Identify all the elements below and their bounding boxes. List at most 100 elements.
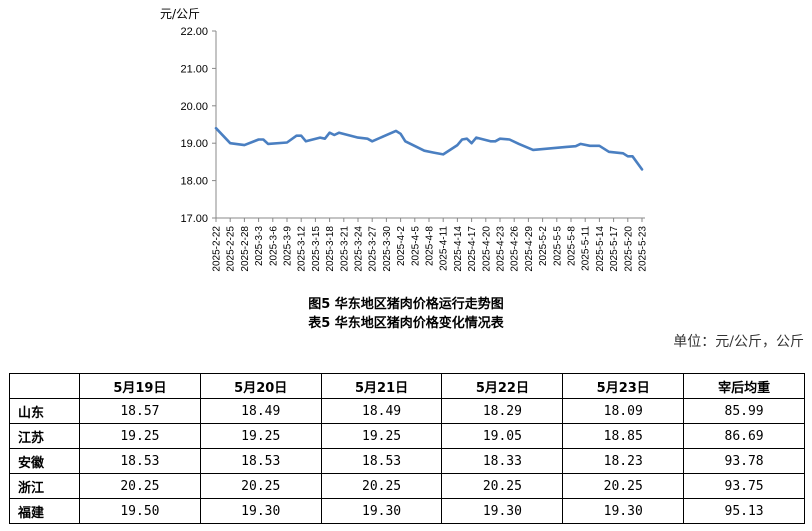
data-point (579, 143, 582, 145)
x-tick-label: 2025-3-18 (325, 226, 336, 272)
data-point (395, 130, 397, 132)
x-tick-label: 2025-3-27 (368, 226, 379, 272)
x-tick-label: 2025-3-9 (283, 226, 294, 266)
y-tick-label: 20.00 (180, 101, 208, 113)
data-point (489, 140, 492, 143)
value-cell: 19.25 (320, 423, 443, 449)
x-tick-label: 2025-3-21 (339, 226, 350, 272)
value-cell: 18.09 (562, 398, 685, 424)
y-tick-label: 17.00 (180, 213, 208, 225)
value-cell: 18.23 (562, 448, 685, 474)
data-point (456, 144, 459, 146)
data-point (324, 137, 326, 140)
value-cell: 19.30 (320, 498, 443, 524)
data-point (215, 127, 217, 129)
data-point (466, 137, 468, 140)
y-tick-label: 19.00 (180, 138, 208, 150)
x-axis: 2025-2-22 2025-2-25 2025-2-28 2025-3-3 2025-… (212, 217, 649, 272)
data-point (470, 142, 473, 144)
value-cell: 86.69 (683, 423, 805, 449)
table-row: 江苏 19.25 19.25 19.25 19.05 18.85 86.69 (9, 423, 805, 449)
value-cell: 18.53 (199, 448, 322, 474)
data-point (631, 155, 634, 158)
data-point (319, 136, 321, 139)
plot-area (214, 126, 644, 171)
y-tick-label: 22.00 (180, 26, 208, 38)
value-cell: 20.25 (79, 473, 201, 499)
x-tick-label: 2025-3-24 (354, 226, 365, 272)
value-cell: 85.99 (683, 398, 805, 424)
data-point (257, 138, 260, 141)
value-cell: 19.30 (199, 498, 322, 524)
table-row: 福建 19.50 19.30 19.30 19.30 19.30 95.13 (9, 498, 805, 524)
value-cell: 18.53 (320, 448, 443, 474)
header-cell-may21: 5月21日 (320, 373, 443, 399)
series-line (214, 126, 644, 171)
x-tick-label: 2025-3-30 (382, 226, 393, 272)
x-tick-label: 2025-4-29 (524, 226, 535, 272)
value-cell: 93.78 (683, 448, 805, 474)
data-point (574, 145, 577, 147)
header-cell-blank (9, 373, 80, 399)
province-cell: 江苏 (9, 423, 80, 449)
data-point (328, 131, 331, 134)
y-tick-label: 18.00 (180, 176, 208, 188)
data-point (423, 149, 426, 152)
value-cell: 18.57 (79, 398, 201, 424)
x-tick-label: 2025-2-22 (212, 226, 223, 272)
x-tick-label: 2025-5-8 (567, 226, 578, 266)
x-tick-label: 2025-4-14 (453, 226, 464, 272)
value-cell: 20.25 (562, 473, 685, 499)
header-cell-may19: 5月19日 (79, 373, 201, 399)
data-point (262, 138, 265, 141)
value-cell: 19.50 (79, 498, 201, 524)
table-row: 山东 18.57 18.49 18.49 18.29 18.09 85.99 (9, 398, 805, 424)
value-cell: 93.75 (683, 473, 805, 499)
x-tick-label: 2025-2-25 (226, 226, 237, 272)
data-point (565, 146, 568, 148)
province-cell: 山东 (9, 398, 80, 424)
x-tick-label: 2025-5-11 (581, 226, 592, 271)
data-point (508, 138, 511, 141)
value-cell: 19.25 (199, 423, 322, 449)
data-point (295, 134, 298, 137)
unit-note: 单位：元/公斤，公斤 (673, 334, 804, 350)
table-caption: 表5 华东地区猪肉价格变化情况表 (308, 316, 504, 331)
value-cell: 95.13 (683, 498, 805, 524)
price-trend-chart: 元/公斤 17.00 18.00 19.00 20.00 21.00 22.00 2025… (160, 7, 649, 272)
value-cell: 18.49 (199, 398, 322, 424)
x-tick-label: 2025-4-8 (425, 226, 436, 266)
x-tick-label: 2025-5-23 (638, 226, 649, 272)
x-tick-label: 2025-4-23 (496, 226, 507, 272)
value-cell: 18.49 (320, 398, 443, 424)
table-header-row: 5月19日 5月20日 5月21日 5月22日 5月23日 宰后均重 (9, 373, 805, 399)
value-cell: 20.25 (441, 473, 564, 499)
y-axis-unit-label: 元/公斤 (160, 7, 200, 21)
y-axis: 17.00 18.00 19.00 20.00 21.00 22.00 (180, 26, 217, 225)
data-point (243, 144, 246, 146)
x-tick-label: 2025-3-6 (268, 226, 279, 266)
x-tick-label: 2025-4-26 (510, 226, 521, 272)
x-tick-label: 2025-5-20 (623, 226, 634, 272)
data-point (608, 151, 610, 153)
province-cell: 浙江 (9, 473, 80, 499)
chart-caption: 图5 华东地区猪肉价格运行走势图 (308, 297, 504, 312)
data-point (333, 134, 336, 136)
value-cell: 20.25 (320, 473, 443, 499)
province-cell: 安徽 (9, 448, 80, 474)
data-point (338, 131, 340, 134)
value-cell: 19.05 (441, 423, 564, 449)
data-point (432, 151, 435, 154)
data-point (589, 145, 591, 147)
header-cell-may23: 5月23日 (562, 373, 685, 399)
data-point (305, 140, 307, 143)
header-cell-may22: 5月22日 (441, 373, 564, 399)
data-point (499, 137, 501, 140)
price-table: 5月19日 5月20日 5月21日 5月22日 5月23日 宰后均重 山东 18.… (9, 373, 805, 524)
data-point (442, 153, 445, 156)
data-point (357, 136, 359, 139)
data-point (475, 136, 478, 139)
data-point (494, 140, 497, 143)
province-cell: 福建 (9, 498, 80, 524)
data-point (404, 140, 407, 143)
